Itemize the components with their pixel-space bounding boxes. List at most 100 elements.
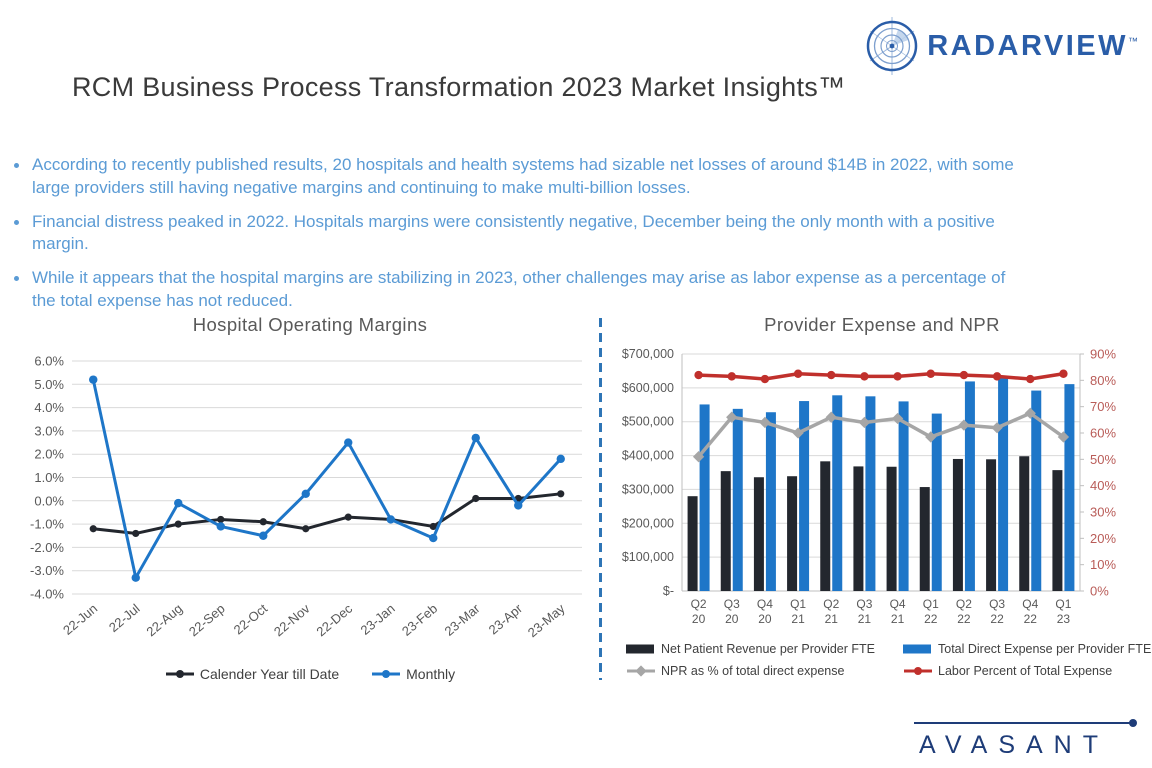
bar-npr — [787, 476, 798, 591]
bar-expense — [865, 396, 876, 591]
legend-label: Total Direct Expense per Provider FTE — [938, 642, 1152, 656]
data-point — [991, 422, 1003, 434]
x-tick-label: 22-Sep — [186, 601, 228, 639]
bar-expense — [799, 401, 810, 591]
series-line — [697, 411, 1065, 458]
series-line — [91, 378, 563, 580]
legend-marker — [903, 644, 931, 654]
bar-expense — [931, 413, 942, 591]
x-tick-label: 22-Jul — [106, 601, 143, 635]
x-tick-label: Q2 — [956, 597, 972, 611]
data-point — [174, 498, 183, 508]
bullet-line: According to recently published results,… — [32, 155, 1014, 174]
data-point — [344, 513, 352, 521]
legend-label: Calender Year till Date — [199, 666, 340, 682]
data-point — [891, 412, 904, 425]
bullet-marker — [14, 163, 19, 168]
radar-icon — [866, 17, 918, 75]
data-point — [893, 372, 902, 381]
bar-npr — [687, 496, 698, 591]
bar-npr — [1052, 470, 1063, 591]
x-tick-label: 22-Jun — [60, 601, 100, 638]
data-point — [216, 522, 225, 531]
bullet-line: While it appears that the hospital margi… — [32, 268, 1006, 288]
x-tick-label: Q1 — [923, 597, 939, 611]
legend-label: NPR as % of total direct expense — [661, 664, 845, 678]
data-point — [259, 531, 268, 540]
data-point — [958, 419, 970, 431]
x-tick-label: Q4 — [757, 597, 773, 611]
x-tick-label: 23 — [1057, 612, 1071, 626]
radarview-wordmark: RADARVIEW — [927, 29, 1128, 62]
legend-item: Calender Year till Date — [165, 666, 339, 682]
legend-item: Monthly — [371, 666, 455, 682]
left-axis-label: $300,000 — [622, 482, 674, 496]
y-tick-label: -1.0% — [30, 517, 64, 532]
legend-marker — [626, 644, 654, 654]
bullet-marker — [14, 276, 19, 282]
data-point — [301, 489, 310, 499]
bullet-item: While it appears that the hospital margi… — [14, 267, 1138, 313]
right-axis-label: 50% — [1090, 452, 1116, 467]
data-point — [992, 372, 1002, 381]
bar-expense — [699, 404, 710, 591]
bullet-text: While it appears that the hospital margi… — [32, 267, 1005, 313]
series-line — [91, 492, 563, 535]
bar-expense — [832, 395, 843, 591]
bar-npr — [886, 466, 897, 591]
x-tick-label: 22 — [1024, 612, 1038, 626]
data-point — [727, 372, 736, 381]
right-axis-label: 70% — [1090, 399, 1116, 414]
left-axis-label: $400,000 — [622, 449, 674, 463]
x-tick-label: 23-Apr — [486, 600, 526, 637]
bullet-line: Financial distress peaked in 2022. Hospi… — [32, 211, 995, 231]
bar-npr — [1019, 456, 1030, 591]
x-tick-label: 20 — [692, 612, 706, 626]
bullet-line: the total expense has not reduced. — [32, 290, 293, 310]
left-axis-label: $100,000 — [622, 550, 674, 564]
bullet-list: According to recently published results,… — [14, 154, 1138, 324]
x-tick-label: 21 — [891, 612, 905, 626]
left-axis-label: $- — [663, 584, 674, 598]
data-point — [926, 369, 935, 378]
x-tick-label: Q2 — [691, 597, 707, 611]
x-tick-label: 23-May — [525, 600, 568, 640]
bar-expense — [732, 408, 743, 591]
bar-expense — [898, 401, 909, 591]
data-point — [132, 529, 140, 538]
avasant-rule — [914, 719, 1137, 727]
bar-npr — [720, 471, 731, 591]
y-tick-label: -4.0% — [30, 587, 64, 602]
x-tick-label: 20 — [758, 612, 772, 626]
bullet-line: large providers still having negative ma… — [32, 177, 691, 197]
bullet-text: Financial distress peaked in 2022. Hospi… — [32, 211, 995, 257]
y-tick-label: 6.0% — [34, 354, 64, 369]
x-tick-label: 22-Oct — [231, 601, 271, 638]
provider-expense-legend: Net Patient Revenue per Provider FTE Tota… — [626, 642, 1152, 678]
avasant-dot — [1129, 719, 1137, 727]
y-tick-label: 3.0% — [34, 423, 64, 438]
legend-label: Labor Percent of Total Expense — [938, 664, 1113, 678]
data-point — [793, 369, 803, 378]
left-axis-label: $500,000 — [622, 415, 674, 429]
data-point — [1059, 369, 1068, 378]
radarview-tm: ™ — [1128, 35, 1138, 47]
right-axis-label: 0% — [1090, 584, 1109, 599]
legend-marker — [372, 670, 401, 678]
y-tick-label: 1.0% — [34, 470, 64, 485]
bar-expense — [765, 412, 776, 591]
right-axis-label: 10% — [1090, 557, 1116, 572]
data-point — [429, 522, 437, 531]
legend-item: Labor Percent of Total Expense — [903, 664, 1151, 678]
provider-expense-plot: $700,000 $600,000 $500,000 $400,000 $300,000… — [622, 347, 1117, 627]
data-point — [472, 494, 480, 503]
legend-marker — [627, 665, 655, 677]
data-point — [760, 374, 770, 384]
legend-marker — [904, 667, 932, 675]
right-axis-label: 20% — [1090, 531, 1116, 546]
data-point — [89, 525, 97, 533]
radarview-label: RADARVIEW™ — [927, 29, 1138, 62]
x-tick-label: 22-Nov — [271, 600, 313, 639]
x-tick-label: Q1 — [790, 597, 806, 611]
x-tick-label: Q1 — [1055, 597, 1071, 611]
